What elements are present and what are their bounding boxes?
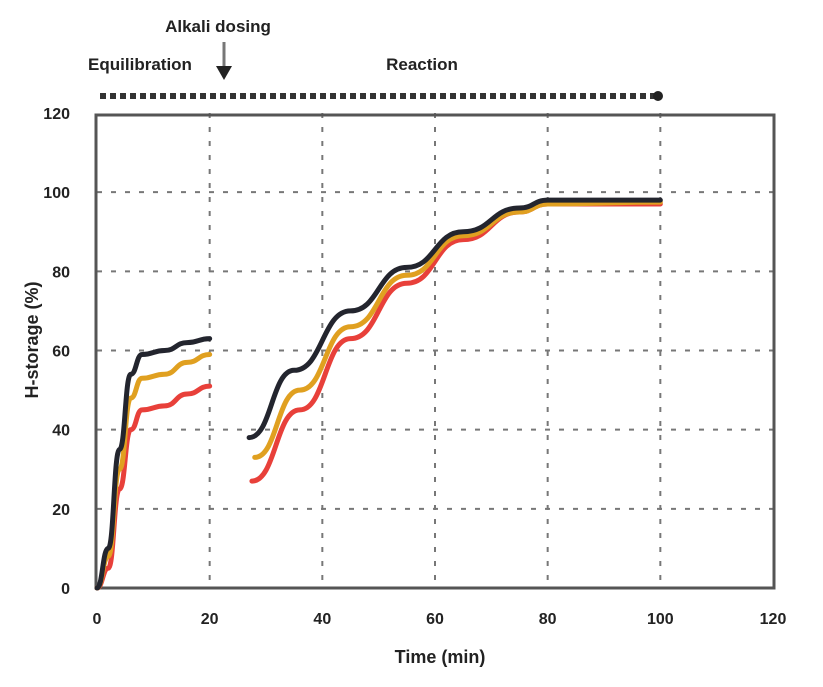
grid (97, 113, 773, 588)
annotation-event: Alkali dosing (165, 17, 271, 36)
series-line-segment (252, 199, 663, 460)
x-tick-label: 20 (201, 611, 219, 628)
annotation-right-phase: Reaction (386, 55, 458, 74)
series-line-segment (94, 336, 213, 591)
arrow-down-icon (216, 42, 232, 80)
series-line-segment (246, 197, 663, 441)
annotation-left-phase: Equilibration (88, 55, 192, 74)
y-tick-label: 0 (61, 581, 70, 598)
series-group (94, 197, 663, 591)
x-tick-label: 100 (647, 611, 674, 628)
x-ticks: 0 20 40 60 80 100 120 (93, 611, 787, 628)
x-axis-label: Time (min) (395, 647, 486, 667)
series-line-segment (249, 201, 663, 484)
y-tick-label: 60 (52, 344, 70, 361)
x-tick-label: 40 (313, 611, 331, 628)
y-ticks: 0 20 40 60 80 100 120 (43, 106, 70, 598)
y-tick-label: 20 (52, 502, 70, 519)
timeline-end-marker (653, 91, 663, 101)
y-tick-label: 80 (52, 264, 70, 281)
x-tick-label: 60 (426, 611, 444, 628)
y-tick-label: 120 (43, 106, 70, 123)
series-line-segment (94, 351, 213, 591)
x-tick-label: 120 (760, 611, 787, 628)
y-axis-label: H-storage (%) (22, 281, 42, 398)
plot-frame (94, 113, 776, 590)
y-tick-label: 100 (43, 185, 70, 202)
series-line-segment (94, 383, 213, 591)
x-tick-label: 0 (93, 611, 102, 628)
y-tick-label: 40 (52, 423, 70, 440)
x-tick-label: 80 (539, 611, 557, 628)
